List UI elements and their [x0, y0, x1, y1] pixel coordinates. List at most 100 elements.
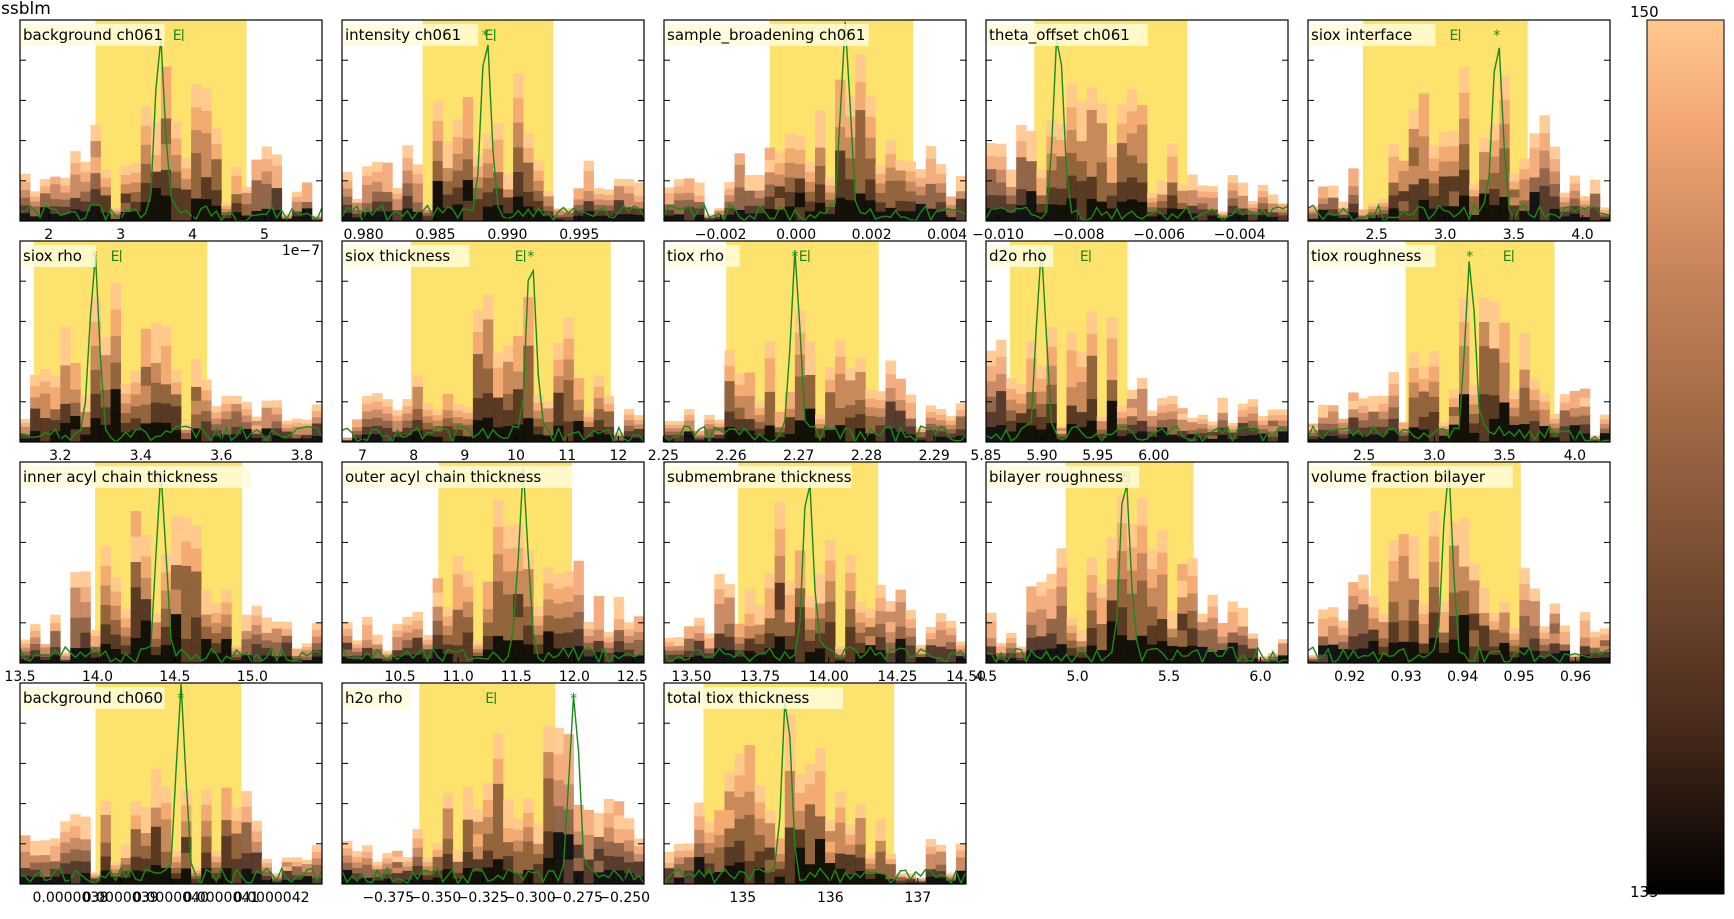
histogram-bar: [1499, 322, 1510, 442]
histogram-bar: [724, 772, 735, 884]
histogram-bar: [1006, 169, 1017, 221]
histogram-bar: [130, 801, 142, 884]
plot-area: [20, 241, 322, 442]
plot-area: [1308, 241, 1610, 442]
x-tick-label: 9: [460, 448, 469, 464]
x-tick-label: 2.29: [919, 448, 950, 464]
x-tick-label: −0.002: [695, 227, 747, 243]
histogram-bar: [734, 153, 745, 221]
subplot-inner-acyl-chain-thickness: *Einner acyl chain thickness13.514.014.5…: [4, 461, 323, 685]
mean-marker: E: [173, 28, 182, 44]
histogram-bar: [764, 573, 776, 663]
plot-area: [342, 20, 644, 221]
histogram-bar: [885, 140, 896, 221]
histogram-bar: [60, 326, 71, 442]
histogram-bar: [744, 372, 755, 442]
histogram-bar: [1157, 530, 1168, 663]
histogram-bar: [1016, 384, 1027, 442]
histogram-bar: [291, 418, 303, 442]
histogram-bar: [1056, 548, 1067, 663]
histogram-bar: [1559, 394, 1571, 442]
x-tick-label: 136: [817, 890, 844, 906]
histogram-bar: [523, 133, 534, 221]
histogram-bar: [462, 407, 474, 442]
histogram-bar: [694, 430, 705, 442]
histogram-bar: [1197, 185, 1208, 221]
axes-frame: [663, 461, 967, 664]
histogram-bar: [352, 851, 363, 884]
histogram-bar: [20, 639, 31, 663]
histogram-bar: [1318, 609, 1329, 663]
histogram-bar: [452, 119, 464, 221]
histogram-bar: [301, 419, 313, 442]
histogram-bar: [201, 379, 212, 442]
histogram-bar: [412, 829, 423, 884]
histogram-bar: [1016, 125, 1027, 221]
x-tick-label: 0.92: [1334, 669, 1365, 685]
histogram-bar: [613, 178, 625, 221]
histogram-bar: [291, 191, 303, 221]
x-tick-label: −0.325: [457, 890, 509, 906]
histogram-bar: [1046, 574, 1057, 663]
histogram-bar: [945, 620, 957, 663]
best-fit-marker: *: [1466, 249, 1473, 265]
histogram-bar: [1589, 179, 1601, 221]
histogram-bar: [774, 838, 786, 884]
histogram-bar: [1448, 130, 1460, 221]
histogram-bar: [1137, 377, 1148, 442]
histogram-bar: [301, 182, 313, 221]
axes-frame: [1307, 19, 1611, 222]
histogram-bar: [120, 383, 132, 442]
x-tick-label: 5.5: [1158, 669, 1180, 685]
histogram-bar: [261, 617, 272, 663]
histogram-bar: [523, 297, 534, 442]
histogram-bar: [30, 191, 41, 221]
panel-title: total tiox thickness: [667, 689, 810, 707]
histogram-bar: [1368, 203, 1379, 221]
histogram-bar: [70, 363, 81, 442]
histogram-bar: [1499, 602, 1510, 663]
x-tick-label: 0.94: [1447, 669, 1478, 685]
histogram-bar: [1489, 124, 1500, 221]
colorbar-min-label: 135: [1630, 883, 1659, 901]
histogram-bar: [1328, 607, 1339, 663]
histogram-bar: [1428, 145, 1440, 221]
histogram-bar: [1207, 186, 1218, 221]
histogram-bar: [1388, 372, 1399, 442]
histogram-bar: [120, 165, 132, 221]
mean-marker: E: [485, 28, 494, 44]
x-tick-label: 0.0000038: [32, 890, 108, 906]
panel-title: siox interface: [1311, 26, 1412, 44]
histogram-bar: [70, 814, 81, 884]
histogram-bar: [553, 208, 564, 221]
histogram-bar: [1378, 396, 1389, 442]
axes-frame: [19, 19, 323, 222]
likelihood-trace: [20, 254, 322, 442]
x-tick-label: 0.0000041: [183, 890, 259, 906]
x-tick-label: 0.004: [927, 227, 967, 243]
histogram-bar: [905, 394, 916, 442]
histogram-bar: [1368, 595, 1379, 663]
histogram-bar: [774, 501, 786, 663]
panel-title-box: [987, 466, 1140, 488]
x-tick-label: 0.96: [1560, 669, 1591, 685]
plot-area: [1308, 462, 1610, 663]
histogram-bar: [724, 584, 735, 663]
histogram-bar: [1348, 168, 1359, 221]
histogram-bar: [754, 605, 765, 663]
x-tick-label: 3: [116, 227, 125, 243]
histogram-bar: [40, 644, 51, 663]
x-tick-label: 135: [729, 890, 756, 906]
histogram-bar: [825, 820, 836, 884]
histogram-bar: [865, 95, 876, 221]
histogram-bar: [674, 421, 685, 442]
histogram-bar: [704, 633, 715, 663]
histogram-bar: [563, 208, 574, 221]
histogram-bar: [1147, 410, 1158, 442]
histogram-bar: [633, 415, 644, 442]
histogram-bar: [825, 539, 836, 663]
histogram-bar: [694, 182, 705, 221]
